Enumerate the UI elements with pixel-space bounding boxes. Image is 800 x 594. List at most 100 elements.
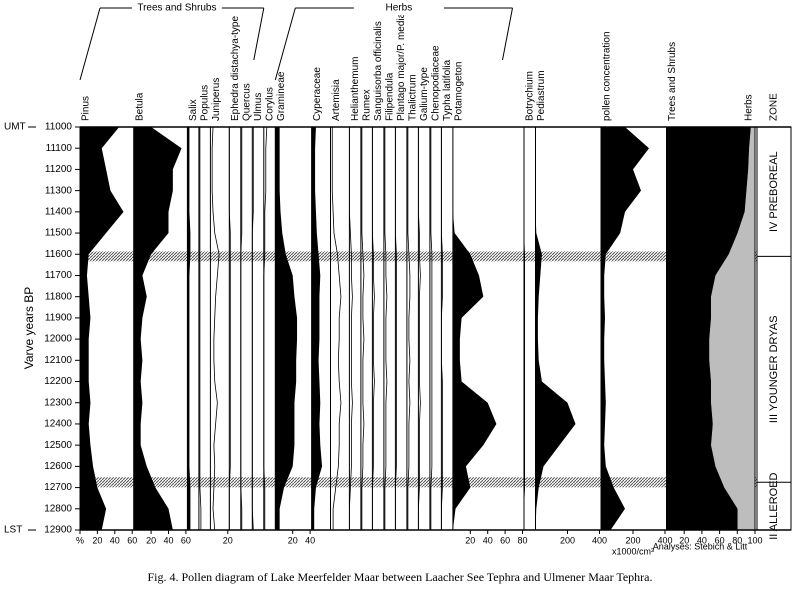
marker-label: LST [4, 525, 22, 536]
y-tick-label: 12900 [44, 525, 72, 536]
zone-title: ZONE [769, 93, 780, 121]
x-axis-unit: x1000/cm³ [612, 546, 654, 556]
curve [251, 127, 254, 531]
x-tick-label: 80 [517, 535, 527, 545]
curve [199, 127, 202, 530]
group-label-bg [353, 1, 444, 15]
y-tick-label: 12400 [44, 419, 72, 430]
silhouette [275, 127, 298, 530]
x-tick-label: 20 [92, 535, 102, 545]
y-tick-label: 11500 [45, 228, 73, 239]
caption: Fig. 4. Pollen diagram of Lake Meerfelde… [148, 570, 653, 584]
group-label: Herbs [386, 3, 413, 14]
curve [263, 126, 268, 530]
taxon-label: Quercus [241, 83, 252, 121]
group-bracket [79, 7, 101, 81]
y-tick-label: 11900 [45, 313, 73, 324]
y-tick-label: 12600 [44, 461, 72, 472]
y-tick-label: 12200 [44, 376, 72, 387]
taxon-label: Juniperus [211, 78, 222, 121]
curve [384, 127, 388, 530]
curve [240, 127, 243, 530]
tephra-band [80, 477, 791, 488]
taxon-label: Trees and Shrubs [667, 42, 678, 121]
y-axis-label: Varve years BP [22, 287, 36, 369]
y-tick-label: 11800 [45, 291, 73, 302]
group-bracket [253, 7, 265, 61]
silhouette [133, 127, 182, 530]
x-tick-label: 20 [679, 535, 689, 545]
taxon-label: pollen concentration [602, 31, 613, 121]
curve [430, 127, 433, 530]
x-tick-label: 200 [560, 535, 575, 545]
silhouette [187, 127, 191, 530]
group-bracket [274, 7, 296, 81]
x-tick-label: 40 [163, 535, 173, 545]
taxon-label: Plantago major/P. media [396, 12, 407, 121]
silhouette [524, 127, 525, 530]
x-tick-label: 20 [223, 535, 233, 545]
x-tick-label: 80 [732, 535, 742, 545]
taxon-label: Pediastrum [536, 70, 547, 121]
zone-label: III YOUNGER DRYAS [768, 316, 780, 424]
x-tick-label: 100 [747, 535, 762, 545]
zone-frame [756, 126, 792, 531]
x-tick-label: 20 [465, 535, 475, 545]
taxon-label: Chenopodiaceae [431, 45, 442, 121]
silhouette [601, 127, 649, 530]
y-tick-label: 12300 [44, 397, 72, 408]
silhouette [535, 127, 576, 530]
taxon-label: Rumex [362, 89, 373, 121]
group-label: Trees and Shrubs [137, 3, 216, 14]
x-tick-label: 400 [592, 535, 607, 545]
curve [228, 127, 231, 530]
taxon-label: Potamogeton [454, 61, 465, 121]
silhouette [452, 127, 497, 530]
x-tick-label: % [76, 535, 84, 545]
x-tick-label: 400 [657, 535, 672, 545]
y-tick-label: 12700 [44, 482, 72, 493]
taxon-label: Ephedra distachya-type [230, 15, 241, 121]
x-tick-label: 60 [500, 535, 510, 545]
y-tick-label: 11200 [45, 164, 73, 175]
x-tick-label: 40 [110, 535, 120, 545]
y-tick-label: 11700 [45, 270, 73, 281]
curve [348, 127, 353, 530]
x-tick-label: 200 [625, 535, 640, 545]
curve [211, 126, 220, 531]
curve [394, 127, 397, 530]
x-tick-label: 20 [146, 535, 156, 545]
x-tick-label: 20 [288, 535, 298, 545]
taxon-label: Corylus [264, 87, 275, 121]
x-tick-label: 60 [181, 535, 191, 545]
taxon-label: Typha latifolia [442, 59, 453, 121]
y-tick-label: 12500 [44, 440, 72, 451]
taxon-label: Herbs [744, 94, 755, 121]
x-tick-label: 40 [697, 535, 707, 545]
x-tick-label: 60 [715, 535, 725, 545]
taxon-label: Salix [188, 99, 199, 121]
y-tick-label: 12000 [44, 334, 72, 345]
taxon-label: Betula [134, 92, 145, 121]
x-tick-label: 40 [483, 535, 493, 545]
taxon-label: Populus [200, 85, 211, 121]
zone-label: IV PREBOREAL [768, 151, 780, 232]
y-tick-label: 11000 [45, 122, 73, 133]
taxon-label: Botrychium [525, 71, 536, 121]
y-tick-label: 12100 [44, 355, 72, 366]
taxon-label: Artemisia [331, 79, 342, 121]
taxon-label: Helianthemum [350, 57, 361, 121]
curve [371, 127, 375, 530]
marker-label: UMT [4, 122, 26, 133]
y-tick-label: 11400 [45, 206, 73, 217]
credit: Analyses: Stebich & Litt [653, 541, 748, 551]
y-tick-label: 11300 [45, 185, 73, 196]
taxon-label: Sanguisorba officinalis [373, 21, 384, 121]
curve [440, 127, 443, 530]
y-tick-label: 12800 [44, 503, 72, 514]
taxon-label: Cyperaceae [312, 67, 323, 121]
curve [331, 127, 342, 530]
taxon-label: Pinus [81, 96, 92, 121]
